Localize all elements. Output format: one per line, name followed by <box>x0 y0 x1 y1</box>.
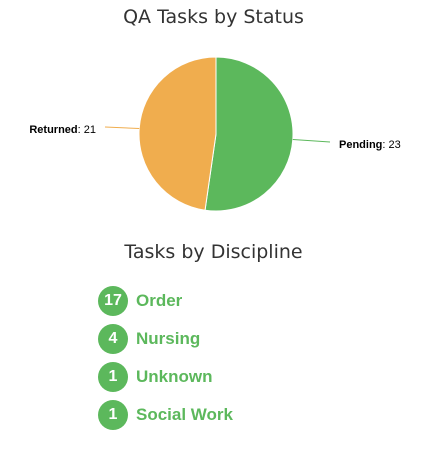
discipline-row-social-work[interactable]: 1 Social Work <box>98 400 233 430</box>
discipline-row-order[interactable]: 17 Order <box>98 286 233 316</box>
discipline-label: Nursing <box>136 329 201 348</box>
discipline-row-unknown[interactable]: 1 Unknown <box>98 362 233 392</box>
discipline-row-nursing[interactable]: 4 Nursing <box>98 324 233 354</box>
count-badge: 1 <box>98 400 128 430</box>
discipline-label: Social Work <box>136 405 233 424</box>
pie-label-returned: Returned: 21 <box>29 124 96 136</box>
pie-slice-returned[interactable] <box>138 56 217 211</box>
count-badge: 1 <box>98 362 128 392</box>
pie-label-pending: Pending: 23 <box>339 139 401 151</box>
discipline-section-title: Tasks by Discipline <box>124 241 303 263</box>
discipline-list: 17 Order 4 Nursing 1 Unknown 1 Social Wo… <box>98 286 233 438</box>
status-pie-chart: Pending: 23 Returned: 21 <box>29 56 401 212</box>
pie-slice-pending[interactable] <box>204 56 294 212</box>
pie-connector-pending <box>292 138 331 143</box>
discipline-label: Order <box>136 291 183 310</box>
pie-connector-returned <box>104 126 140 130</box>
discipline-label: Unknown <box>136 367 213 386</box>
count-badge: 4 <box>98 324 128 354</box>
count-badge: 17 <box>98 286 128 316</box>
pie-chart-title: QA Tasks by Status <box>123 6 304 28</box>
